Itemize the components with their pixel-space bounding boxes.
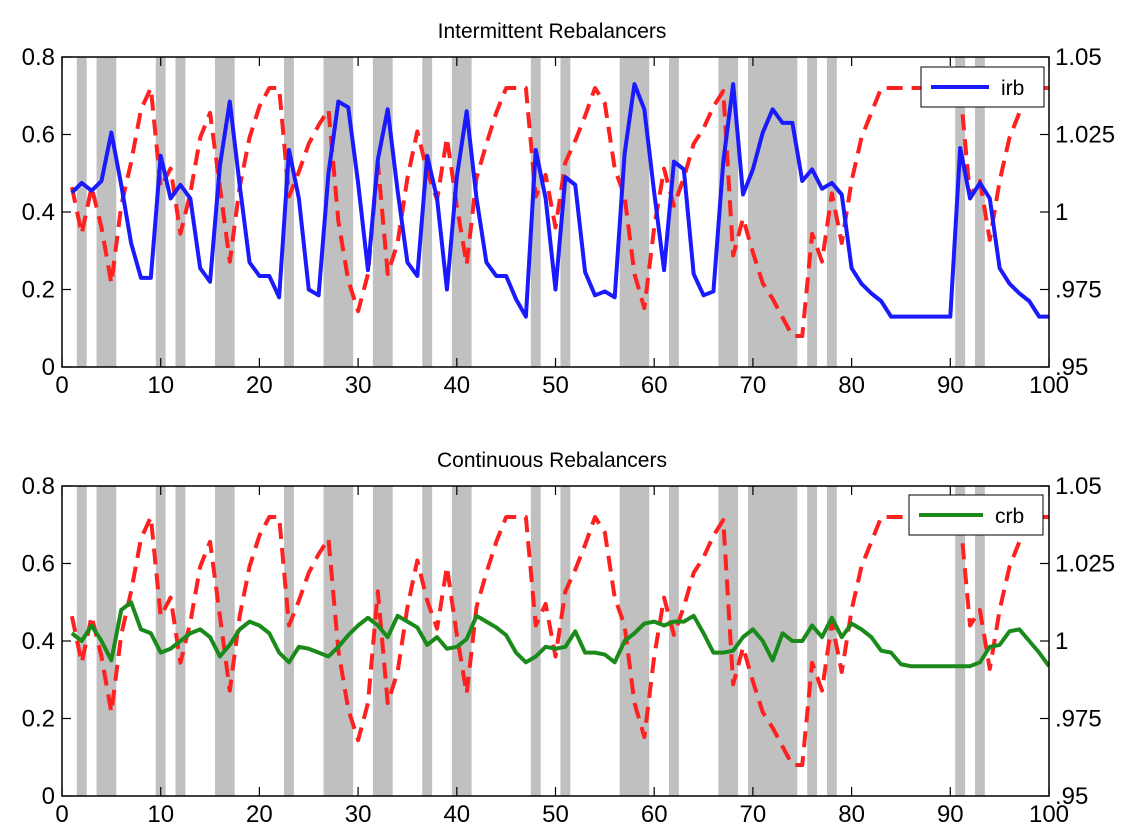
series-line-irb <box>70 82 1049 319</box>
series-layer <box>69 82 1049 338</box>
shaded-band <box>530 486 541 796</box>
legend-label-irb: irb <box>1001 77 1024 100</box>
y-tick-label: 0.4 <box>22 628 55 655</box>
y2-tick-label: 1.05 <box>1055 473 1102 500</box>
y-tick-label: 0.2 <box>22 706 55 733</box>
shaded-band <box>619 57 650 367</box>
x-tick-label: 90 <box>937 372 964 399</box>
y-tick-label: 0 <box>42 354 55 381</box>
y-tick-label: 0.2 <box>22 277 55 304</box>
shaded-band <box>747 57 798 367</box>
shaded-band <box>96 486 117 796</box>
shaded-band <box>807 57 818 367</box>
shaded-band <box>826 57 837 367</box>
x-tick-label: 20 <box>246 801 273 827</box>
y-tick-label: 0.8 <box>22 44 55 71</box>
x-tick-label: 70 <box>740 801 767 827</box>
y2-tick-label: 1.05 <box>1055 44 1102 71</box>
series-layer <box>69 515 1049 767</box>
shaded-band <box>826 486 837 796</box>
y2-tick-label: .975 <box>1055 706 1102 733</box>
shaded-band <box>284 486 294 796</box>
shaded-band <box>451 57 472 367</box>
x-tick-label: 40 <box>443 801 470 827</box>
shaded-band <box>955 486 966 796</box>
legend-label-crb: crb <box>995 505 1024 528</box>
x-tick-label: 30 <box>345 372 372 399</box>
y2-tick-label: 1 <box>1055 628 1068 655</box>
y-tick-label: 0.8 <box>22 473 55 500</box>
shaded-band <box>747 486 798 796</box>
x-tick-label: 70 <box>740 372 767 399</box>
shaded-band <box>530 57 541 367</box>
legend: irb <box>920 66 1045 108</box>
shaded-band <box>718 486 739 796</box>
panel-continuous-rebalancers: Continuous Rebalancers 0 10 20 30 40 50 60 70 80… <box>22 449 1115 827</box>
y-tick-label: 0.6 <box>22 551 55 578</box>
shaded-band <box>76 57 87 367</box>
y2-tick-label: 1.025 <box>1055 551 1115 578</box>
chart-title: Continuous Rebalancers <box>437 449 667 472</box>
shaded-band <box>974 57 985 367</box>
x-tick-label: 100 <box>1029 372 1069 399</box>
shaded-band <box>974 486 985 796</box>
series-line-crb <box>70 600 1049 669</box>
y2-tick-label: 1 <box>1055 199 1068 226</box>
x-tick-label: 0 <box>55 801 68 827</box>
x-tick-label: 0 <box>55 372 68 399</box>
shaded-band <box>807 486 818 796</box>
x-tick-label: 50 <box>542 801 569 827</box>
x-tick-label: 80 <box>838 372 865 399</box>
shaded-band <box>669 486 679 796</box>
x-tick-label: 80 <box>838 801 865 827</box>
x-tick-label: 30 <box>345 801 372 827</box>
x-tick-label: 10 <box>147 372 174 399</box>
shaded-band <box>560 486 571 796</box>
shaded-band <box>422 57 433 367</box>
shaded-band <box>560 57 571 367</box>
shaded-band <box>284 57 294 367</box>
shaded-band <box>955 57 966 367</box>
x-tick-label: 50 <box>542 372 569 399</box>
shaded-band <box>155 57 166 367</box>
x-tick-label: 60 <box>641 801 668 827</box>
panel-intermittent-rebalancers: Intermittent Rebalancers 0 10 20 30 40 50 60 70… <box>22 20 1115 399</box>
y2-tick-label: .95 <box>1055 783 1088 810</box>
x-tick-label: 100 <box>1029 801 1069 827</box>
shaded-band <box>718 57 739 367</box>
shaded-band <box>96 57 117 367</box>
shaded-band <box>175 57 186 367</box>
x-tick-label: 10 <box>147 801 174 827</box>
y2-tick-label: .95 <box>1055 354 1088 381</box>
tick-layer: 0 10 20 30 40 50 60 70 80 90 100 0 0.2 0.4 0.6 0.8 .95 .9… <box>22 473 1115 827</box>
shaded-band <box>669 57 679 367</box>
y2-tick-label: 1.025 <box>1055 122 1115 149</box>
x-tick-label: 40 <box>443 372 470 399</box>
chart-title: Intermittent Rebalancers <box>438 20 667 43</box>
shaded-band <box>155 486 166 796</box>
y2-tick-label: .975 <box>1055 277 1102 304</box>
x-tick-label: 90 <box>937 801 964 827</box>
x-tick-label: 20 <box>246 372 273 399</box>
legend: crb <box>908 494 1044 536</box>
tick-layer: 0 10 20 30 40 50 60 70 80 90 100 0 0.2 0.4 0.6 0.8 .95 .9… <box>22 44 1115 399</box>
y-tick-label: 0 <box>42 783 55 810</box>
y-tick-label: 0.6 <box>22 122 55 149</box>
x-tick-label: 60 <box>641 372 668 399</box>
y-tick-label: 0.4 <box>22 199 55 226</box>
